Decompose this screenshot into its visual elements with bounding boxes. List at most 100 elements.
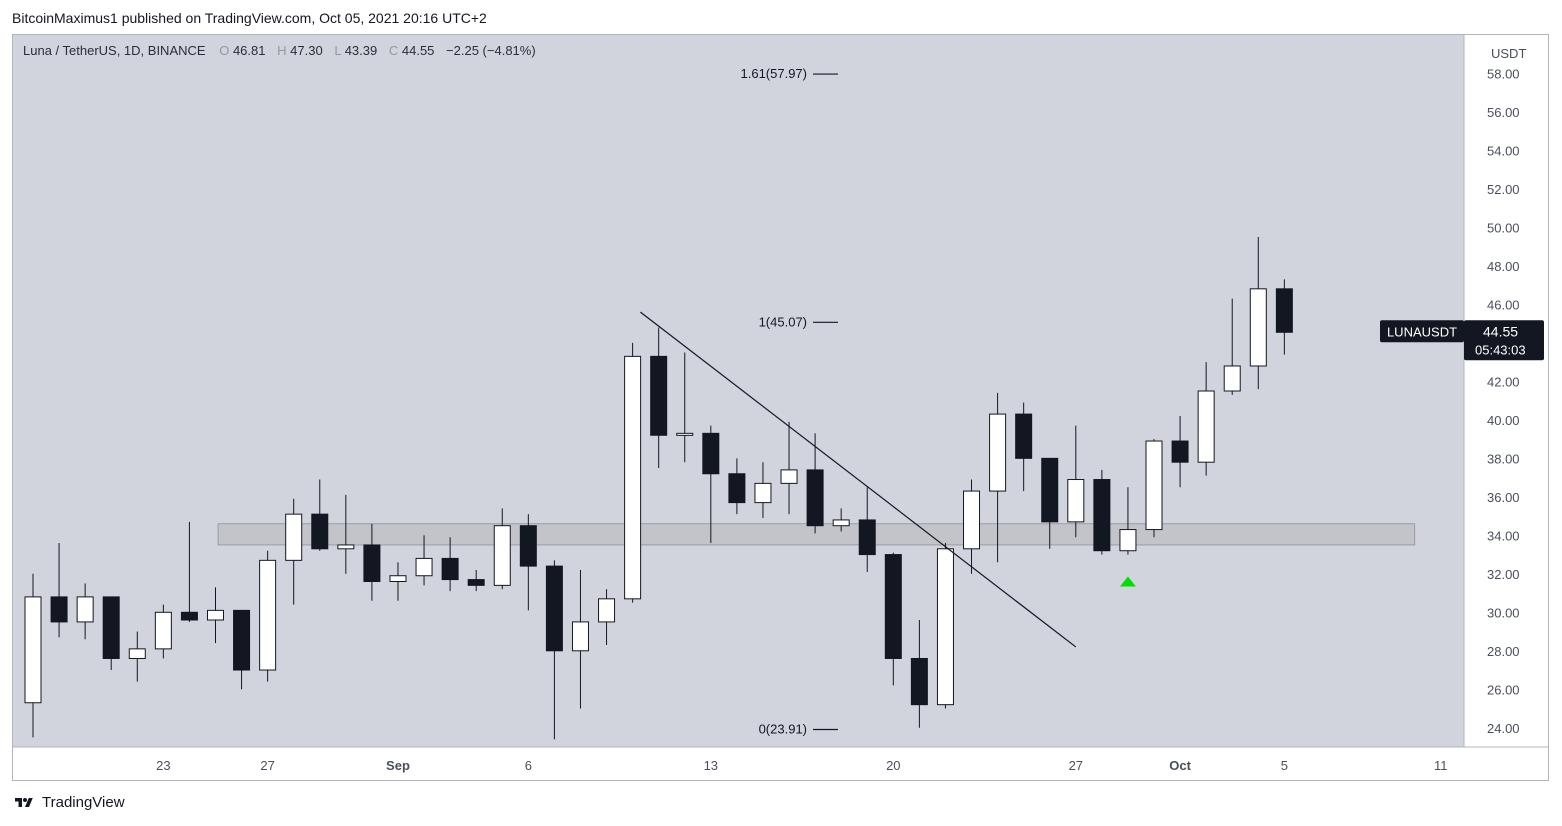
candle-up[interactable] [1197,362,1215,476]
candle-body [493,525,511,586]
candle-down[interactable] [50,543,68,638]
candle-up[interactable] [989,392,1007,563]
candle-up[interactable] [76,583,94,640]
candle-up[interactable] [337,494,355,574]
candle-down[interactable] [884,552,902,686]
candle-body [1067,479,1085,523]
candle-body [624,355,642,600]
candle-body [311,513,329,550]
candle-body [806,469,824,527]
candle-body [936,548,954,706]
price-tick-label: 36.00 [1487,490,1520,505]
candle-body [910,657,928,706]
candle-down[interactable] [102,596,120,671]
candle-down[interactable] [1275,279,1293,355]
candle-up[interactable] [1119,487,1137,555]
candle-down[interactable] [806,433,824,534]
candle-up[interactable] [206,587,224,644]
candle-up[interactable] [780,421,798,515]
footer-brand: TradingView [42,794,125,811]
symbol-tag-bg [1380,320,1464,343]
support-zone[interactable] [217,523,1416,546]
price-chart[interactable]: 1.61(57.97) 1(45.07) 0(23.91) Luna / Tethe… [13,35,1548,780]
last-price-value: 44.55 [1483,323,1518,339]
candle-down[interactable] [545,560,563,740]
candle-down[interactable] [910,619,928,728]
candle-down[interactable] [441,537,459,592]
candle-up[interactable] [389,562,407,601]
legend-low-value: 43.39 [345,43,378,58]
time-tick-label: 27 [260,758,274,773]
price-axis[interactable]: 24.00 26.00 28.00 30.00 32.00 34.00 36.00 38.00… [1463,35,1526,747]
candle-up[interactable] [676,352,694,463]
price-tick-label: 48.00 [1487,259,1520,274]
candle-body [415,557,433,577]
candle-up[interactable] [493,508,511,590]
candle-up[interactable] [1145,439,1163,538]
fib-level[interactable]: 1(45.07) [759,314,838,329]
candle-up[interactable] [128,631,146,682]
currency-label: USDT [1491,46,1526,61]
candle-up[interactable] [1249,237,1267,390]
candle-body [832,519,850,527]
fib-level[interactable]: 0(23.91) [759,721,838,736]
price-tick-label: 52.00 [1487,182,1520,197]
chart-frame: 1.61(57.97) 1(45.07) 0(23.91) Luna / Tethe… [12,34,1549,781]
candle-up[interactable] [24,573,42,738]
candle-body [989,413,1007,492]
candle-down[interactable] [363,523,381,601]
candle-down[interactable] [728,458,746,515]
candle-body [467,579,485,586]
candle-up[interactable] [936,543,954,709]
price-tick-label: 24.00 [1487,721,1520,736]
candle-up[interactable] [415,535,433,586]
candle-down[interactable] [467,569,485,592]
last-price-tag[interactable]: 44.55 05:43:03 [1464,320,1544,361]
descending-trendline[interactable] [640,311,1077,648]
legend-close-label: C [389,43,398,58]
candle-up[interactable] [1067,425,1085,538]
candle-body [728,473,746,504]
candle-down[interactable] [1041,457,1059,549]
time-tick-label: 11 [1434,758,1448,773]
candle-body [858,519,876,556]
candle-body [1145,440,1163,531]
candle-body [780,469,798,484]
legend-close-value: 44.55 [402,43,435,58]
candle-down[interactable] [233,609,251,690]
tradingview-logo-icon [15,797,33,807]
candle-up[interactable] [1223,298,1241,395]
candle-down[interactable] [1171,416,1189,488]
candle-body [754,482,772,504]
time-tick-label: 6 [525,758,532,773]
candle-down[interactable] [1015,402,1033,492]
candle-down[interactable] [180,521,198,622]
plot-area[interactable] [13,35,1464,747]
candle-down[interactable] [858,487,876,572]
candle-down[interactable] [702,425,720,544]
fib-level[interactable]: 1.61(57.97) [741,66,839,81]
candle-up[interactable] [259,550,277,682]
candle-up[interactable] [598,589,616,646]
candle-body [259,559,277,671]
candle-up[interactable] [754,462,772,519]
symbol-price-tag[interactable]: LUNAUSDT [1380,320,1464,343]
candle-down[interactable] [1093,469,1111,555]
candle-body [571,621,589,652]
candle-up[interactable] [285,498,303,605]
candle-up[interactable] [963,479,981,574]
candle-up[interactable] [571,569,589,709]
price-tick-label: 42.00 [1487,374,1520,389]
candle-down[interactable] [519,514,537,611]
candle-up[interactable] [624,342,642,603]
candle-down[interactable] [650,327,668,468]
candle-body [676,432,694,436]
time-axis[interactable]: 23 27 Sep 6 13 20 27 Oct 5 11 [13,746,1548,773]
candle-body [1015,413,1033,459]
tradingview-logo[interactable]: TradingView [12,794,125,811]
candle-body [1119,529,1137,552]
candle-down[interactable] [311,479,329,551]
candle-up[interactable] [832,508,850,532]
candle-up[interactable] [154,604,172,659]
price-tick-label: 54.00 [1487,143,1520,158]
